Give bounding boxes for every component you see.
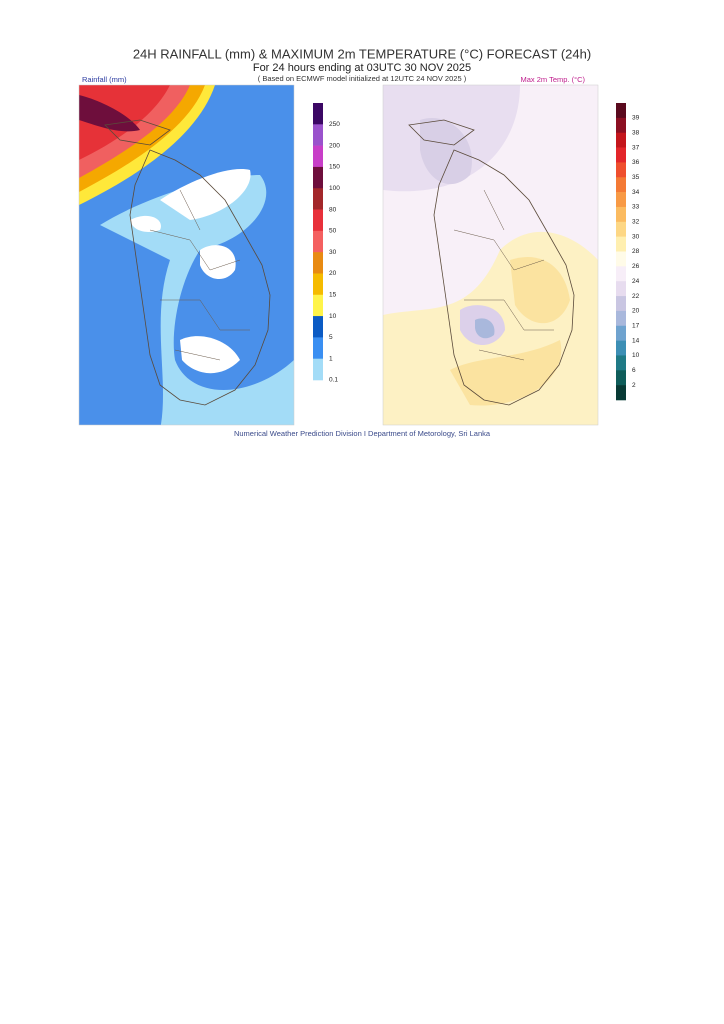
legend-swatch (313, 252, 323, 274)
legend-swatch (313, 188, 323, 210)
legend-label: 80 (329, 206, 337, 213)
legend-swatch (616, 340, 626, 356)
legend-label: 14 (632, 337, 640, 344)
legend-swatch (616, 177, 626, 193)
legend-label: 2 (632, 382, 636, 389)
legend-label: 20 (632, 308, 640, 315)
legend-label: 1 (329, 355, 333, 362)
legend-swatch (616, 385, 626, 401)
temperature-map (383, 85, 598, 425)
legend-label: 38 (632, 129, 640, 136)
legend-swatch (313, 316, 323, 338)
legend-label: 35 (632, 174, 640, 181)
legend-swatch (313, 103, 323, 125)
legend-label: 10 (329, 313, 337, 320)
legend-swatch (313, 145, 323, 168)
legend-swatch (313, 209, 323, 232)
rainfall-legend: 250 200 150 100 80 50 30 20 15 10 5 1 0.1 (313, 103, 340, 384)
legend-swatch (616, 310, 626, 327)
legend-swatch (616, 221, 626, 237)
legend-swatch (616, 325, 626, 341)
legend-swatch (313, 358, 323, 381)
legend-label: 50 (329, 228, 337, 235)
legend-label: 250 (329, 121, 340, 128)
legend-swatch (616, 147, 626, 163)
legend-label: 34 (632, 189, 640, 196)
legend-label: 17 (632, 322, 640, 329)
legend-swatch (616, 355, 626, 371)
legend-swatch (616, 103, 626, 119)
legend-swatch (616, 162, 626, 178)
legend-label: 150 (329, 164, 340, 171)
legend-label: 30 (329, 249, 337, 256)
legend-swatch (616, 281, 626, 297)
legend-swatch (616, 370, 626, 386)
legend-label: 32 (632, 219, 640, 226)
legend-label: 36 (632, 159, 640, 166)
legend-label: 39 (632, 115, 640, 122)
temperature-legend: 39 38 37 36 35 34 33 32 30 28 26 24 22 20 17 14 10 6 2 (616, 103, 640, 401)
legend-swatch (616, 236, 626, 252)
legend-swatch (616, 296, 626, 312)
temperature-label: Max 2m Temp. (°C) (520, 75, 585, 84)
legend-label: 26 (632, 263, 640, 270)
legend-label: 33 (632, 204, 640, 211)
legend-swatch (313, 230, 323, 253)
model-note: ( Based on ECMWF model initialized at 12… (258, 74, 467, 83)
temperature-frame (382, 84, 599, 426)
legend-swatch (616, 206, 626, 223)
subtitle: For 24 hours ending at 03UTC 30 NOV 2025 (253, 62, 471, 74)
legend-label: 15 (329, 291, 337, 298)
rainfall-frame (78, 84, 295, 426)
legend-swatch (616, 251, 626, 267)
legend-label: 10 (632, 352, 640, 359)
legend-swatch (313, 124, 323, 146)
legend-label: 0.1 (329, 377, 338, 384)
legend-label: 20 (329, 270, 337, 277)
legend-swatch (313, 294, 323, 317)
rainfall-label: Rainfall (mm) (82, 75, 127, 84)
legend-swatch (313, 337, 323, 359)
title: 24H RAINFALL (mm) & MAXIMUM 2m TEMPERATU… (133, 46, 591, 61)
legend-label: 30 (632, 233, 640, 240)
legend-swatch (313, 273, 323, 296)
legend-swatch (313, 166, 323, 189)
legend-label: 24 (632, 278, 640, 285)
legend-label: 5 (329, 334, 333, 341)
legend-label: 28 (632, 248, 640, 255)
legend-swatch (616, 266, 626, 282)
legend-swatch (616, 117, 626, 133)
legend-label: 100 (329, 185, 340, 192)
rainfall-map (79, 85, 294, 425)
legend-label: 22 (632, 293, 640, 300)
legend-swatch (616, 132, 626, 148)
legend-label: 6 (632, 367, 636, 374)
legend-swatch (616, 192, 626, 208)
legend-label: 200 (329, 142, 340, 149)
legend-label: 37 (632, 144, 640, 151)
footer: Numerical Weather Prediction Division I … (234, 429, 491, 438)
